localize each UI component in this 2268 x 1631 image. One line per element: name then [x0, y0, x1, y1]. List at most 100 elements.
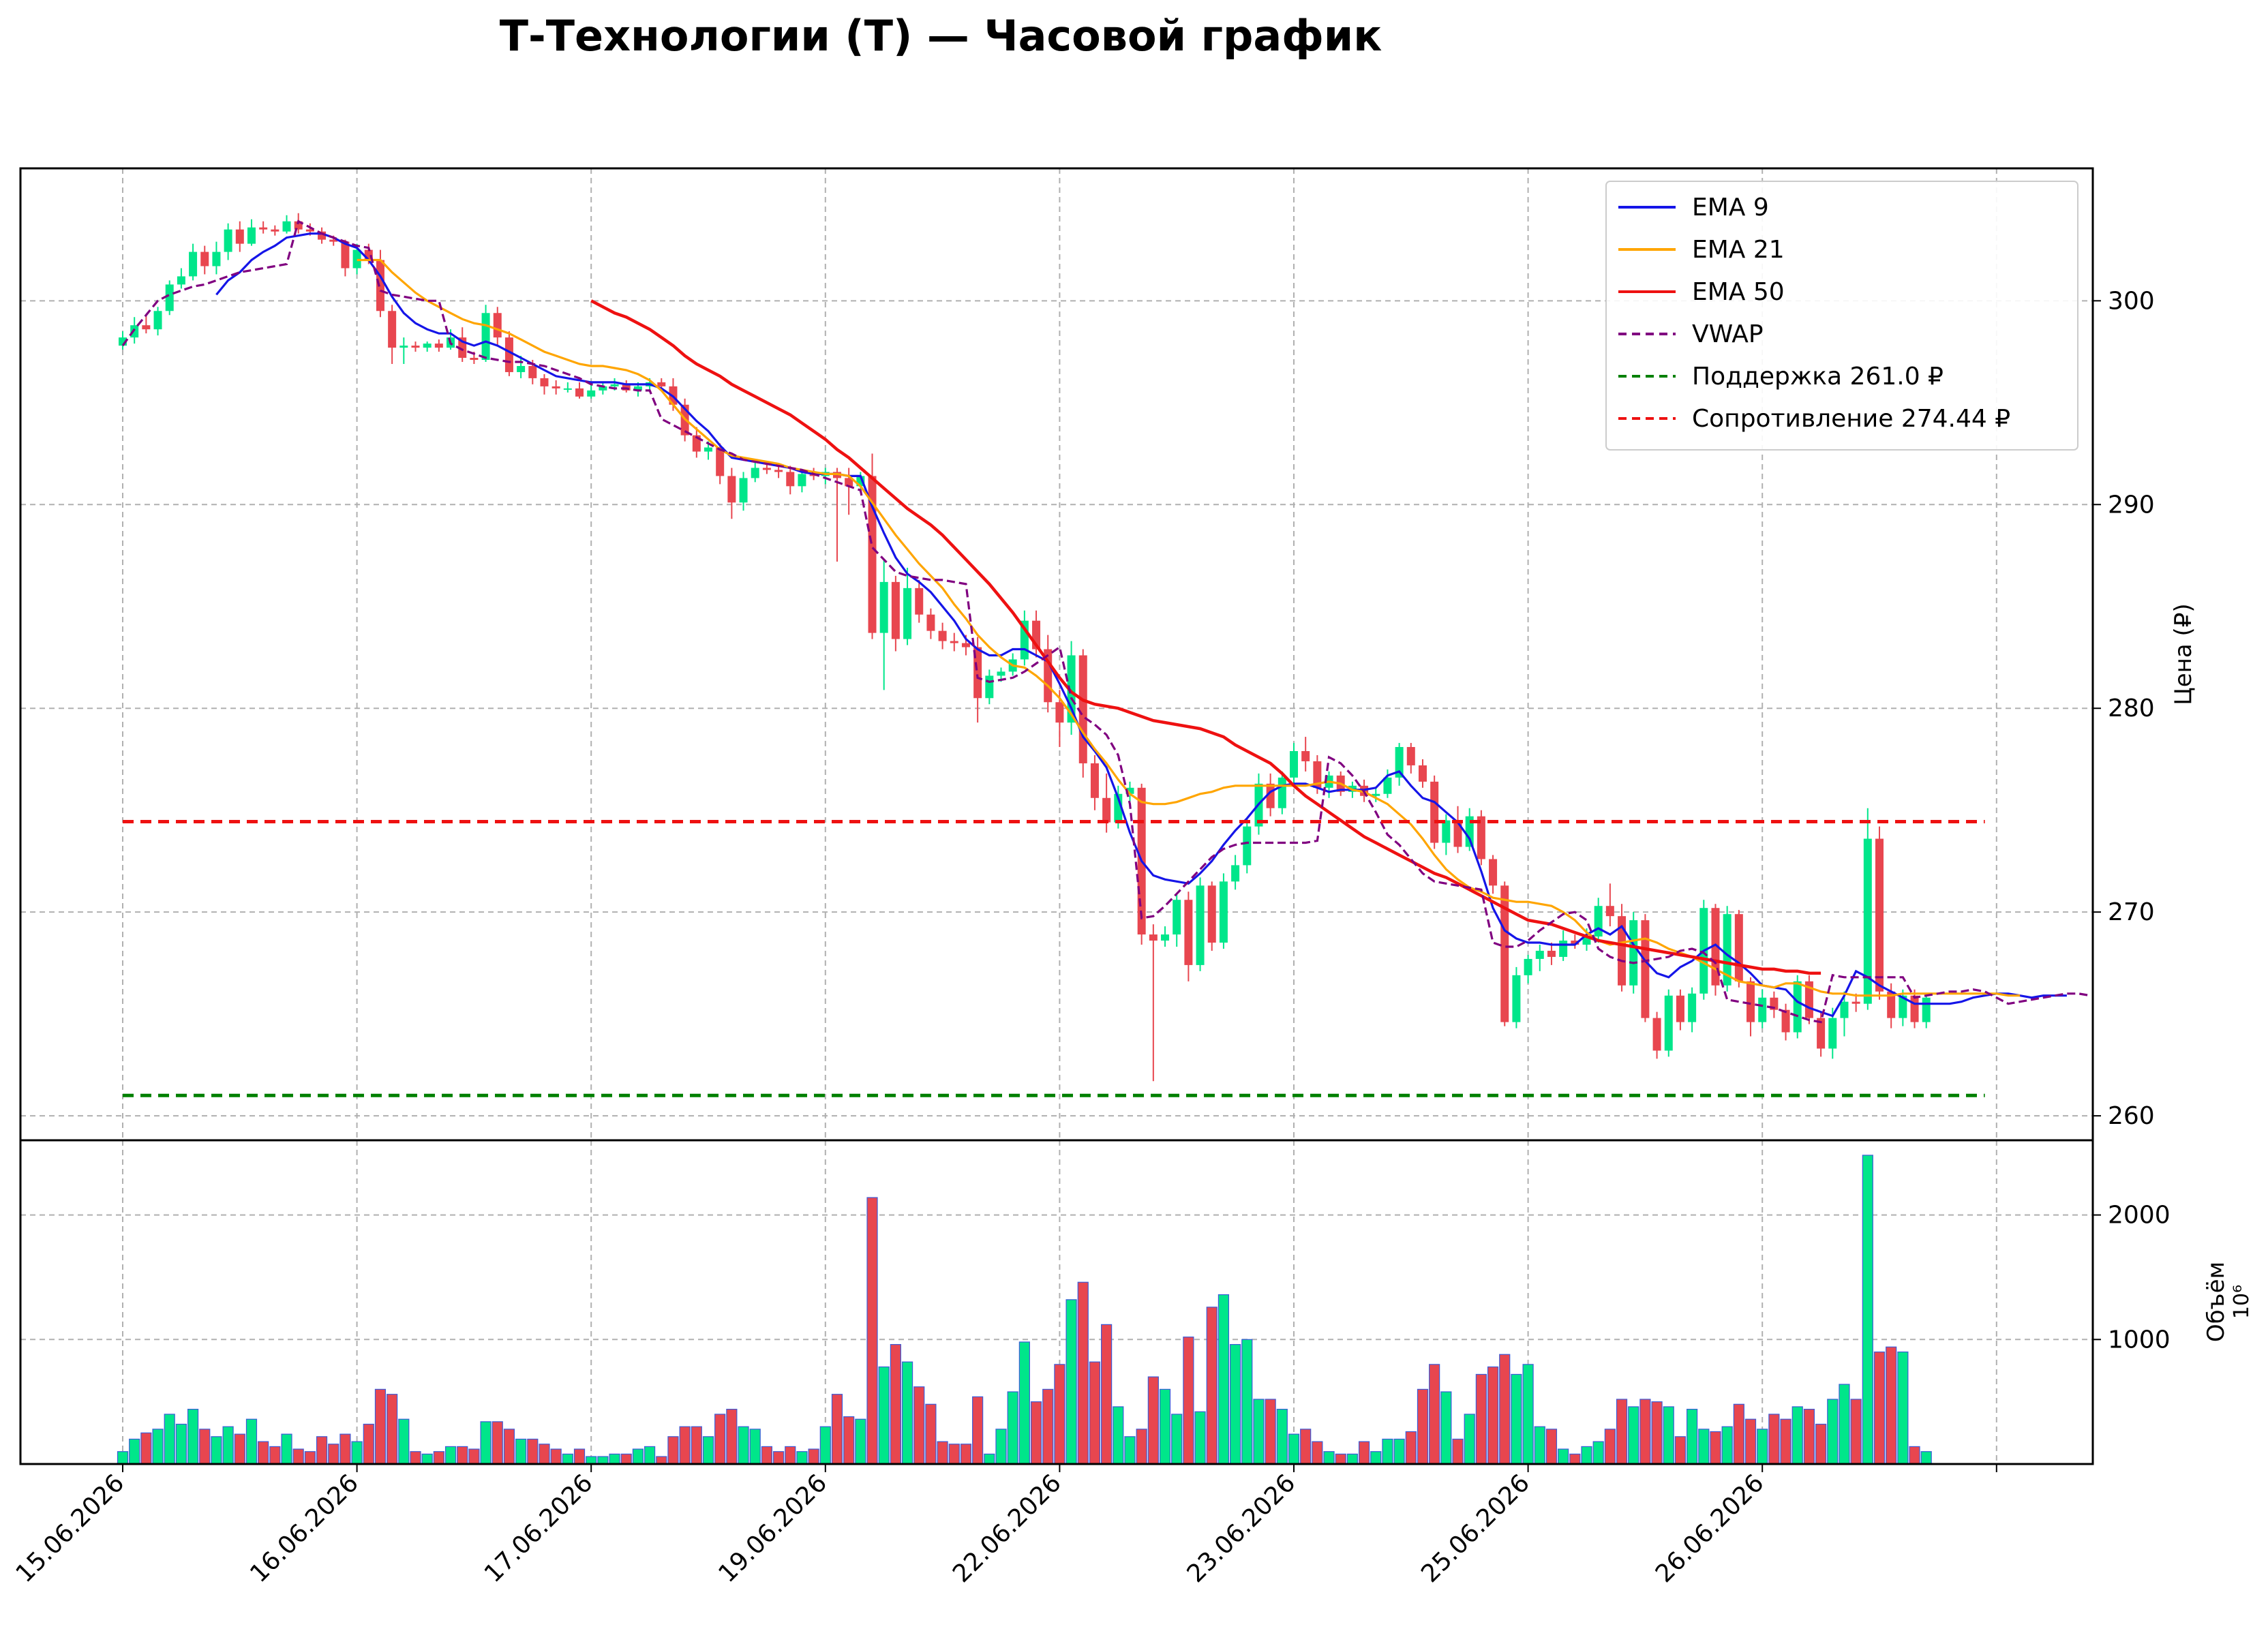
- candle-body: [1313, 761, 1322, 788]
- volume-bar: [539, 1444, 550, 1465]
- volume-bar: [328, 1444, 339, 1465]
- volume-bar: [1323, 1451, 1335, 1465]
- candle-body: [973, 647, 982, 699]
- candle-body: [1090, 763, 1099, 798]
- candle-body: [1173, 900, 1181, 935]
- volume-bar: [550, 1448, 562, 1465]
- candle-body: [1688, 993, 1697, 1022]
- volume-bar: [468, 1448, 480, 1465]
- candle-body: [212, 251, 221, 266]
- volume-bar: [1604, 1429, 1616, 1465]
- volume-panel-frame: [19, 1139, 2094, 1465]
- volume-bar: [749, 1429, 761, 1465]
- candle-body: [1535, 950, 1544, 959]
- volume-bar: [738, 1426, 749, 1465]
- candle-body: [751, 468, 759, 478]
- candle-body: [399, 346, 408, 348]
- volume-bar: [1417, 1388, 1429, 1465]
- volume-bar: [129, 1438, 140, 1465]
- volume-bar: [1218, 1294, 1230, 1465]
- volume-bar: [901, 1361, 913, 1465]
- candle-body: [1605, 906, 1614, 917]
- volume-bar: [351, 1441, 363, 1465]
- candle-body: [1290, 751, 1298, 778]
- volume-bar: [164, 1414, 175, 1465]
- candle-body: [1149, 934, 1158, 941]
- candle-body: [1781, 1009, 1790, 1033]
- candle-body: [1641, 920, 1650, 1018]
- volume-bar: [761, 1446, 773, 1465]
- volume-exponent: 10⁶: [2230, 1285, 2254, 1319]
- candle-body: [879, 581, 888, 633]
- candle-body: [1793, 981, 1802, 1033]
- volume-bar: [339, 1433, 351, 1465]
- volume-bar: [1440, 1391, 1452, 1465]
- volume-bar: [656, 1456, 667, 1465]
- volume-bar: [1581, 1446, 1592, 1465]
- volume-bar: [433, 1451, 444, 1465]
- volume-bar: [1194, 1411, 1206, 1465]
- candle-body: [1758, 997, 1767, 1022]
- candle-body: [1571, 941, 1579, 945]
- candle-body: [950, 641, 958, 643]
- volume-bar: [1674, 1436, 1687, 1465]
- volume-bar: [1511, 1373, 1522, 1465]
- volume-bar: [222, 1426, 234, 1465]
- volume-bar: [1147, 1376, 1159, 1465]
- volume-bar: [1065, 1299, 1077, 1465]
- candle-body: [224, 229, 232, 252]
- y-tick-label: 290: [2108, 491, 2155, 519]
- volume-bar: [866, 1197, 878, 1465]
- volume-bar: [1791, 1406, 1803, 1465]
- volume-bar: [1312, 1441, 1323, 1465]
- legend-label: VWAP: [1692, 320, 1764, 348]
- candle-body: [926, 614, 935, 631]
- volume-bar: [855, 1418, 866, 1465]
- x-tick-label: 16.06.2026: [245, 1469, 364, 1588]
- volume-bar: [1124, 1436, 1136, 1465]
- candle-body: [1500, 885, 1509, 1022]
- candle-body: [423, 344, 432, 348]
- volume-bar: [632, 1448, 644, 1465]
- line-ema9: [215, 232, 2067, 1018]
- candle-body: [481, 313, 490, 361]
- candle-body: [1395, 747, 1404, 778]
- candle-body: [633, 386, 642, 391]
- candle-body: [153, 311, 162, 330]
- candle-body: [610, 384, 619, 386]
- volume-bar: [1382, 1438, 1393, 1465]
- volume-bar: [1850, 1399, 1862, 1465]
- volume-bar: [597, 1456, 609, 1465]
- candle-body: [1922, 997, 1931, 1022]
- candle-body: [1301, 751, 1310, 761]
- candle-body: [1055, 702, 1064, 723]
- candle-body: [1453, 820, 1462, 847]
- candle-body: [1652, 1018, 1661, 1051]
- volume-bar: [702, 1436, 714, 1465]
- volume-bar: [620, 1453, 632, 1465]
- candle-body: [305, 229, 314, 232]
- candle-body: [376, 260, 384, 311]
- volume-bar: [972, 1396, 984, 1465]
- volume-bar: [211, 1436, 222, 1465]
- candle-body: [1875, 838, 1884, 992]
- candle-body: [493, 313, 502, 338]
- candle-body: [388, 311, 397, 348]
- volume-bar: [562, 1453, 573, 1465]
- volume-bar: [175, 1423, 187, 1465]
- volume-bar: [1803, 1409, 1815, 1465]
- volume-bar: [515, 1438, 527, 1465]
- candle-body: [1125, 787, 1134, 794]
- candle-body: [1477, 816, 1485, 859]
- candle-body: [1489, 859, 1498, 886]
- volume-bar: [1757, 1429, 1768, 1465]
- candles-group: [119, 213, 1931, 1082]
- volume-bar: [772, 1451, 785, 1465]
- candle-body: [727, 476, 736, 503]
- volume-bar: [679, 1426, 691, 1465]
- candle-body: [1465, 816, 1474, 847]
- volume-tick-label: 2000: [2108, 1202, 2171, 1230]
- candle-body: [177, 276, 185, 285]
- volume-bar: [316, 1436, 328, 1465]
